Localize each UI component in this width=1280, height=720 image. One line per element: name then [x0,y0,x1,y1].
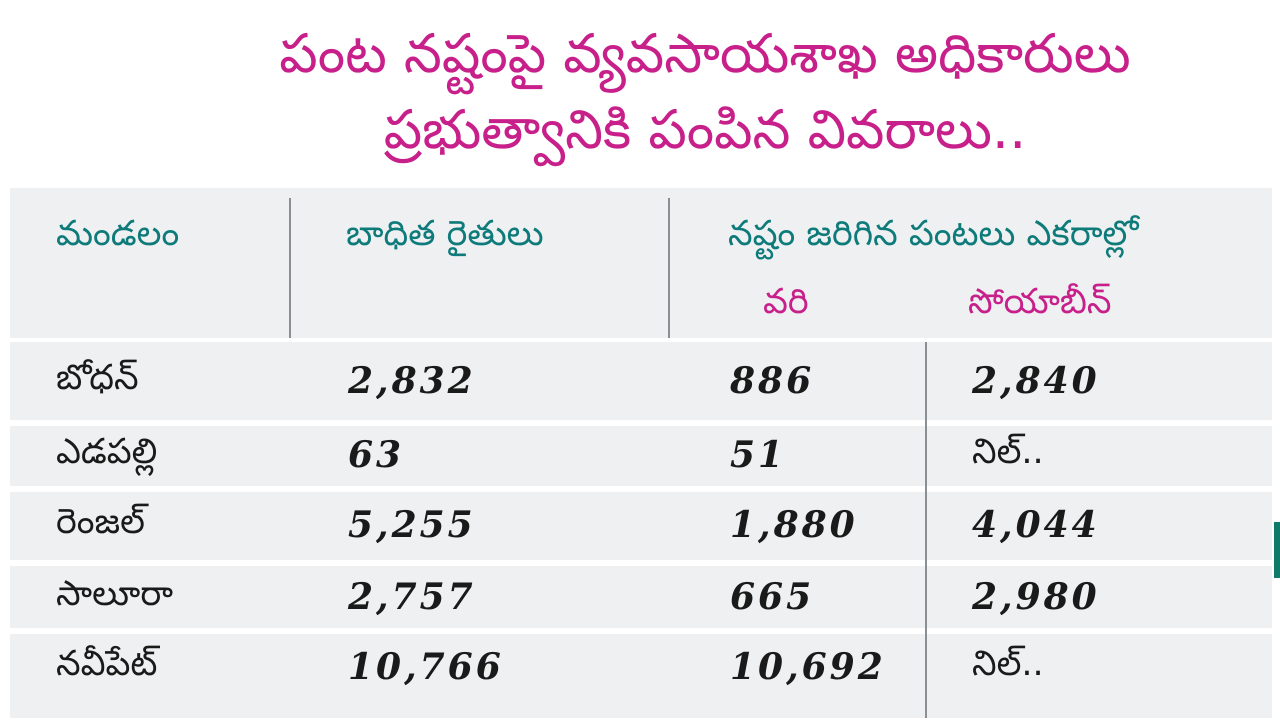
row-separator [10,420,1272,426]
table-row-farmers: 63 [348,434,405,476]
column-divider [668,198,670,338]
table-row-farmers: 10,766 [348,646,504,688]
table-row-paddy: 665 [730,576,815,618]
table-row-farmers: 2,832 [348,360,476,402]
table-row-paddy: 1,880 [730,504,858,546]
header-soybean: సోయాబీన్ [968,282,1112,322]
edge-marker [1274,522,1280,578]
table-row-soybean: నిల్.. [972,432,1044,472]
table-row-soybean: నిల్.. [972,644,1044,684]
column-divider [289,198,291,338]
table-row-soybean: 2,840 [972,360,1100,402]
page-title-line-2: ప్రభుత్వానికి పంపిన వివరాలు.. [383,98,1027,161]
table-row-mandal: రెంజల్ [56,502,145,542]
table-row-farmers: 5,255 [348,504,476,546]
crop-loss-table [10,188,1272,718]
header-crop-loss-acres: నష్టం జరిగిన పంటలు ఎకరాల్లో [728,214,1139,254]
table-row-farmers: 2,757 [348,576,476,618]
column-divider [925,342,927,718]
header-paddy: వరి [763,282,809,322]
row-separator [10,338,1272,342]
table-row-paddy: 51 [730,434,787,476]
table-row-paddy: 886 [730,360,815,402]
table-row-mandal: సాలూరా [56,574,174,614]
table-row-paddy: 10,692 [730,646,886,688]
page-title-line-1: పంట నష్టంపై వ్యవసాయశాఖ అధికారులు [279,22,1131,85]
row-separator [10,628,1272,634]
header-affected-farmers: బాధిత రైతులు [346,214,544,254]
row-separator [10,560,1272,566]
table-row-mandal: నవీపేట్ [56,644,158,684]
table-row-mandal: బోధన్ [56,358,139,398]
table-row-soybean: 2,980 [972,576,1100,618]
table-row-mandal: ఎడపల్లి [56,432,158,472]
header-mandal: మండలం [56,214,180,254]
table-row-soybean: 4,044 [972,504,1100,546]
row-separator [10,486,1272,492]
